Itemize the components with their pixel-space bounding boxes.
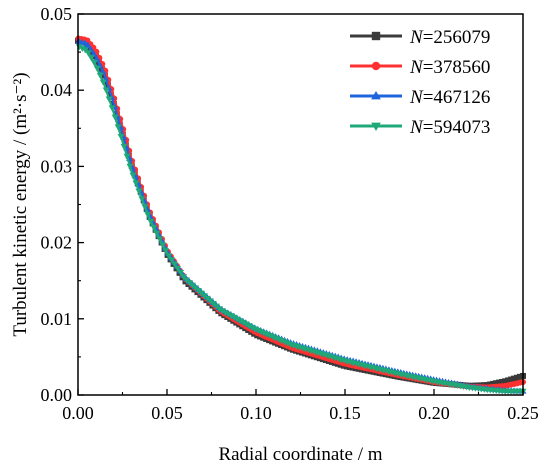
series-point — [236, 318, 244, 325]
series-point — [117, 134, 125, 141]
series-point — [248, 324, 256, 331]
x-tick-label: 0.05 — [151, 403, 183, 423]
y-tick-label: 0.03 — [41, 156, 73, 176]
series-point — [99, 67, 107, 74]
series-point — [227, 313, 235, 320]
x-tick-label: 0.10 — [240, 403, 272, 423]
series-point — [221, 309, 229, 316]
series-point — [233, 316, 241, 323]
series-point — [87, 45, 95, 52]
series-point — [108, 105, 116, 112]
series-point — [150, 224, 158, 231]
legend-label-value: 594073 — [433, 117, 490, 138]
x-tick-label: 0.00 — [62, 403, 94, 423]
series-point — [239, 319, 247, 326]
series-point — [171, 261, 179, 268]
series-point — [123, 153, 131, 160]
legend-item: N=594073 — [350, 117, 490, 138]
series-point — [156, 236, 164, 243]
legend-label-value: 378560 — [433, 57, 490, 78]
series-point — [102, 87, 110, 94]
legend-item: N=378560 — [350, 57, 490, 78]
series-point — [111, 114, 119, 121]
y-tick-label: 0.00 — [41, 385, 73, 405]
series-point — [87, 55, 95, 62]
series-point — [93, 65, 101, 72]
legend-item: N=256079 — [350, 27, 490, 48]
series-point — [177, 270, 185, 277]
series-point — [84, 50, 92, 57]
y-tick-label: 0.01 — [41, 309, 73, 329]
legend-swatch-marker — [371, 122, 381, 132]
x-tick-label: 0.25 — [507, 403, 539, 423]
y-tick-labels: 0.00 0.01 0.02 0.03 0.04 0.05 — [41, 4, 73, 405]
legend-label-value: 256079 — [433, 27, 490, 48]
series-point — [90, 50, 98, 57]
series-point — [96, 72, 104, 79]
series-point — [174, 265, 182, 272]
series-point — [224, 311, 232, 318]
x-tick-label: 0.20 — [418, 403, 450, 423]
series-point — [132, 180, 140, 187]
x-tick-labels: 0.00 0.05 0.10 0.15 0.20 0.25 — [62, 403, 539, 423]
series-point — [153, 230, 161, 237]
series-point — [93, 55, 101, 62]
series-point — [162, 248, 170, 255]
series-point — [168, 257, 176, 264]
series-point — [129, 172, 137, 179]
series-point — [138, 196, 146, 203]
legend-label-value: 467126 — [433, 87, 490, 108]
legend-label-eq: = — [423, 57, 434, 78]
legend-label-var: N — [409, 27, 424, 48]
legend-label: N=467126 — [409, 87, 490, 108]
series-layer — [75, 35, 527, 395]
legend-label-eq: = — [423, 117, 434, 138]
series-point — [84, 41, 92, 48]
y-tick-label: 0.05 — [41, 4, 73, 24]
y-tick-label: 0.04 — [41, 80, 73, 100]
series-point — [165, 253, 173, 260]
series-point — [81, 47, 89, 54]
legend-swatch-marker — [371, 61, 381, 71]
series-point — [242, 321, 250, 328]
legend-label-eq: = — [423, 27, 434, 48]
series-point — [120, 143, 128, 150]
series-point — [147, 218, 155, 225]
legend-label: N=256079 — [409, 27, 490, 48]
legend-label: N=378560 — [409, 57, 490, 78]
series-point — [180, 274, 188, 281]
legend-label-eq: = — [423, 87, 434, 108]
series-594073 — [75, 44, 527, 395]
legend-item: N=467126 — [350, 87, 490, 108]
series-point — [99, 79, 107, 86]
x-axis-title: Radial coordinate / m — [218, 444, 382, 465]
y-axis-title: Turbulent kinetic energy / (m²·s⁻²) — [10, 72, 31, 336]
legend-swatch-marker — [371, 90, 381, 100]
series-point — [126, 163, 134, 170]
legend-label-var: N — [409, 57, 424, 78]
y-tick-label: 0.02 — [41, 233, 73, 253]
series-point — [218, 308, 226, 315]
series-point — [90, 60, 98, 67]
series-point — [78, 45, 86, 52]
series-point — [230, 314, 238, 321]
x-tick-label: 0.15 — [329, 403, 361, 423]
legend-label-var: N — [409, 87, 424, 108]
legend-swatch-marker — [371, 31, 381, 41]
series-point — [144, 212, 152, 219]
series-point — [135, 188, 143, 195]
series-point — [141, 204, 149, 211]
series-point — [245, 323, 253, 330]
series-point — [159, 242, 167, 249]
legend-label: N=594073 — [409, 117, 490, 138]
series-point — [215, 306, 223, 313]
series-point — [105, 96, 113, 103]
legend-label-var: N — [409, 117, 424, 138]
axis-ticks — [77, 13, 524, 396]
series-point — [114, 124, 122, 131]
